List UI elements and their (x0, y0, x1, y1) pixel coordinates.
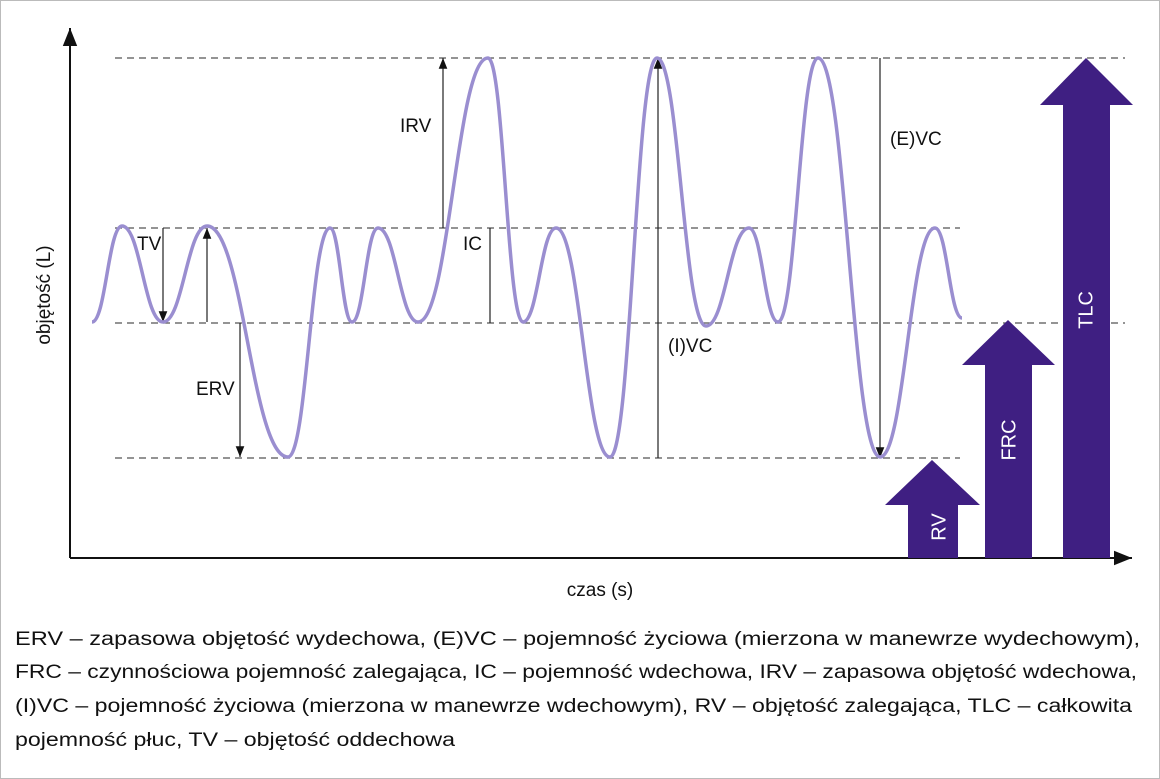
frc-arrow (962, 320, 1055, 558)
caption-line: pojemność płuc, TV – objętość oddechowa (15, 730, 456, 751)
rv-label: RV (928, 513, 950, 541)
erv-label: ERV (196, 379, 235, 400)
rv-arrow (885, 460, 980, 558)
tv-label: TV (137, 234, 162, 255)
caption-line: ERV – zapasowa objętość wydechowa, (E)VC… (15, 629, 1140, 650)
volume-curve (91, 56, 963, 459)
caption-line: FRC – czynnościowa pojemność zalegająca,… (15, 662, 1137, 683)
ic-label: IC (463, 234, 482, 255)
caption-line: (I)VC – pojemność życiowa (mierzona w ma… (15, 696, 1133, 717)
tlc-label: TLC (1075, 291, 1097, 329)
ivc-label: (I)VC (668, 336, 712, 357)
irv-label: IRV (400, 116, 432, 137)
evc-label: (E)VC (890, 129, 942, 150)
y-axis-label: objętość (L) (34, 245, 55, 344)
frc-label: FRC (998, 419, 1020, 460)
tlc-arrow (1040, 58, 1133, 558)
x-axis-label: czas (s) (567, 580, 634, 601)
